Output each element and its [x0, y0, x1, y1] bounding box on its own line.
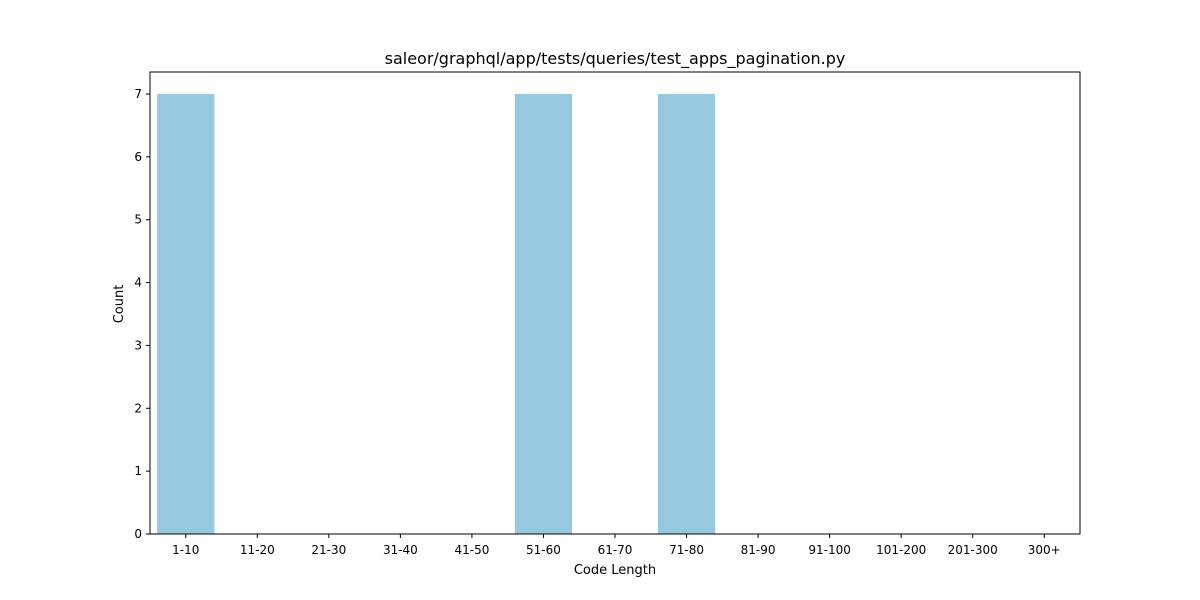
y-axis-ticks: 0 1 2 3 4 5 6 7	[134, 87, 150, 541]
bar-71-80	[657, 94, 716, 534]
x-tick-label: 101-200	[876, 543, 926, 557]
x-tick-label: 71-80	[669, 543, 704, 557]
y-tick-label: 1	[134, 464, 142, 478]
x-tick-label: 21-30	[311, 543, 346, 557]
y-axis-label: Count	[112, 285, 127, 324]
x-tick-label: 1-10	[172, 543, 199, 557]
x-tick-label: 41-50	[454, 543, 489, 557]
y-tick-label: 7	[134, 87, 142, 101]
x-tick-label: 51-60	[526, 543, 561, 557]
x-tick-label: 11-20	[240, 543, 275, 557]
y-tick-label: 6	[134, 150, 142, 164]
bar-51-60	[514, 94, 573, 534]
x-tick-label: 31-40	[383, 543, 418, 557]
x-tick-label: 81-90	[741, 543, 776, 557]
y-tick-label: 5	[134, 213, 142, 227]
x-tick-label: 61-70	[598, 543, 633, 557]
y-tick-label: 4	[134, 276, 142, 290]
y-tick-label: 0	[134, 527, 142, 541]
plot-frame	[149, 71, 1081, 535]
x-axis-ticks: 1-10 11-20 21-30 31-40 41-50 51-60 61-70 71-80 8…	[172, 534, 1061, 557]
x-axis-label: Code Length	[574, 563, 656, 578]
chart-title: saleor/graphql/app/tests/queries/test_ap…	[385, 49, 846, 69]
bar-1-10	[157, 94, 215, 534]
x-tick-label: 201-300	[948, 543, 998, 557]
y-tick-label: 2	[134, 401, 142, 415]
y-tick-label: 3	[134, 338, 142, 352]
bars-group	[157, 94, 716, 534]
x-tick-label: 91-100	[808, 543, 851, 557]
x-tick-label: 300+	[1028, 543, 1061, 557]
